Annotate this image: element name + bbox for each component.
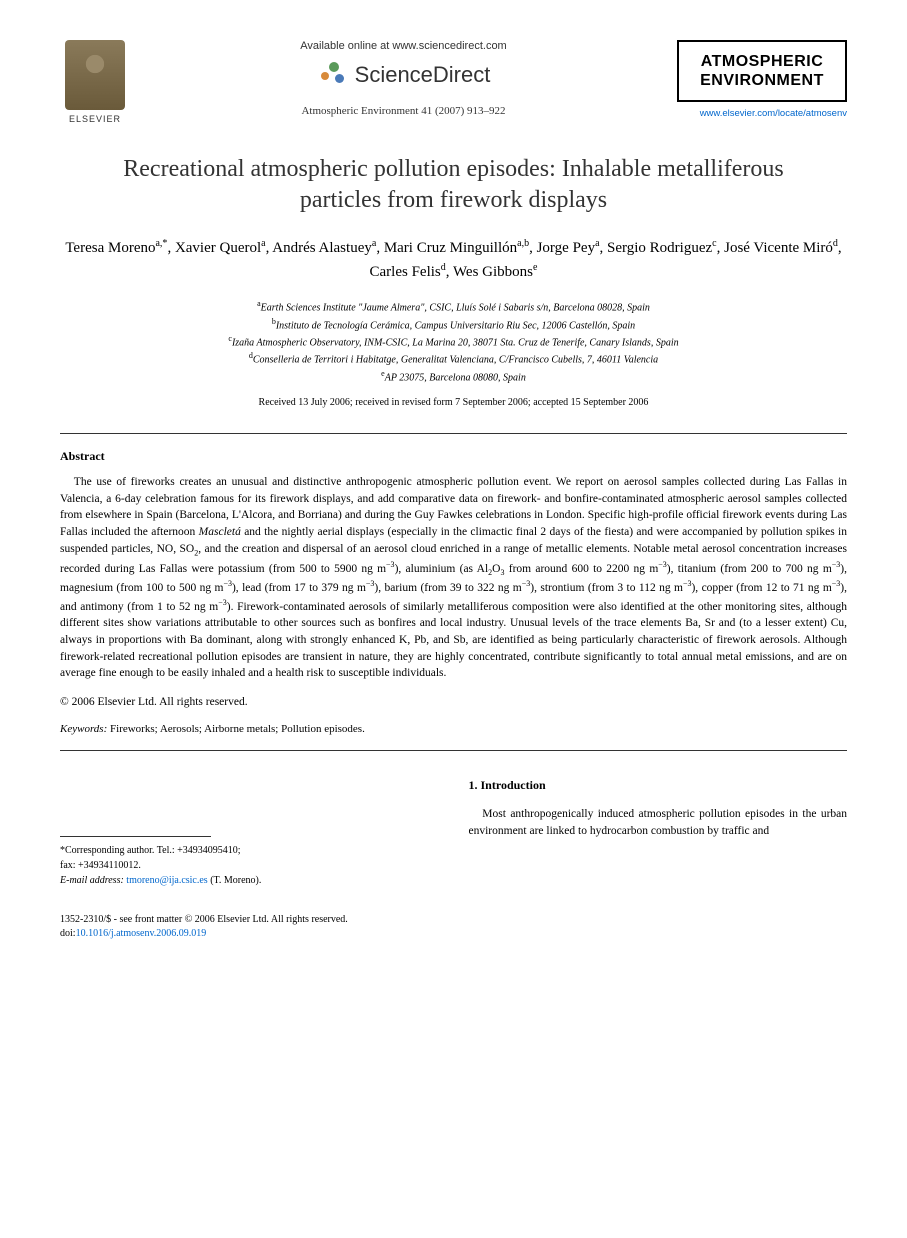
front-matter-line: 1352-2310/$ - see front matter © 2006 El… <box>60 913 847 927</box>
doi-link[interactable]: 10.1016/j.atmosenv.2006.09.019 <box>76 928 207 939</box>
abstract-heading: Abstract <box>60 449 847 464</box>
elsevier-label: ELSEVIER <box>69 114 121 124</box>
divider-bottom <box>60 750 847 751</box>
authors-list: Teresa Morenoa,*, Xavier Querola, Andrés… <box>60 236 847 283</box>
keywords-text: Fireworks; Aerosols; Airborne metals; Po… <box>110 723 365 735</box>
corresponding-divider <box>60 836 211 837</box>
intro-heading: 1. Introduction <box>469 776 848 794</box>
copyright-line: © 2006 Elsevier Ltd. All rights reserved… <box>60 694 847 711</box>
journal-name-l1: ATMOSPHERIC <box>687 52 837 71</box>
intro-paragraph: Most anthropogenically induced atmospher… <box>469 806 848 841</box>
corr-email-row: E-mail address: tmoreno@ija.csic.es (T. … <box>60 873 439 888</box>
abstract-body: The use of fireworks creates an unusual … <box>60 474 847 682</box>
keywords-label: Keywords: <box>60 723 107 735</box>
citation-line: Atmospheric Environment 41 (2007) 913–92… <box>150 105 657 117</box>
right-column: 1. Introduction Most anthropogenically i… <box>469 776 848 888</box>
left-column: *Corresponding author. Tel.: +3493409541… <box>60 776 439 888</box>
corr-email-suffix: (T. Moreno). <box>210 875 261 886</box>
center-header: Available online at www.sciencedirect.co… <box>130 40 677 117</box>
sciencedirect-brand: ScienceDirect <box>150 60 657 90</box>
article-dates: Received 13 July 2006; received in revis… <box>60 397 847 408</box>
journal-box: ATMOSPHERIC ENVIRONMENT <box>677 40 847 102</box>
elsevier-logo: ELSEVIER <box>60 40 130 124</box>
affiliations-list: aEarth Sciences Institute "Jaume Almera"… <box>60 298 847 385</box>
journal-box-wrapper: ATMOSPHERIC ENVIRONMENT www.elsevier.com… <box>677 40 847 119</box>
body-columns: *Corresponding author. Tel.: +3493409541… <box>60 776 847 888</box>
corr-email-label: E-mail address: <box>60 875 124 886</box>
page-header: ELSEVIER Available online at www.science… <box>60 40 847 124</box>
doi-row: doi:10.1016/j.atmosenv.2006.09.019 <box>60 927 847 941</box>
journal-name-l2: ENVIRONMENT <box>687 71 837 90</box>
available-online-text: Available online at www.sciencedirect.co… <box>150 40 657 52</box>
page-footer: 1352-2310/$ - see front matter © 2006 El… <box>60 913 847 941</box>
elsevier-tree-icon <box>65 40 125 110</box>
keywords-block: Keywords: Fireworks; Aerosols; Airborne … <box>60 723 847 735</box>
sciencedirect-text: ScienceDirect <box>355 62 491 88</box>
divider-top <box>60 433 847 434</box>
corresponding-author: *Corresponding author. Tel.: +3493409541… <box>60 843 439 888</box>
article-title: Recreational atmospheric pollution episo… <box>100 154 807 216</box>
corr-tel: *Corresponding author. Tel.: +3493409541… <box>60 843 439 858</box>
sciencedirect-icon <box>317 60 347 90</box>
corr-fax: fax: +34934110012. <box>60 858 439 873</box>
journal-url-link[interactable]: www.elsevier.com/locate/atmosenv <box>677 108 847 119</box>
doi-label: doi: <box>60 928 76 939</box>
corr-email-link[interactable]: tmoreno@ija.csic.es <box>126 875 207 886</box>
